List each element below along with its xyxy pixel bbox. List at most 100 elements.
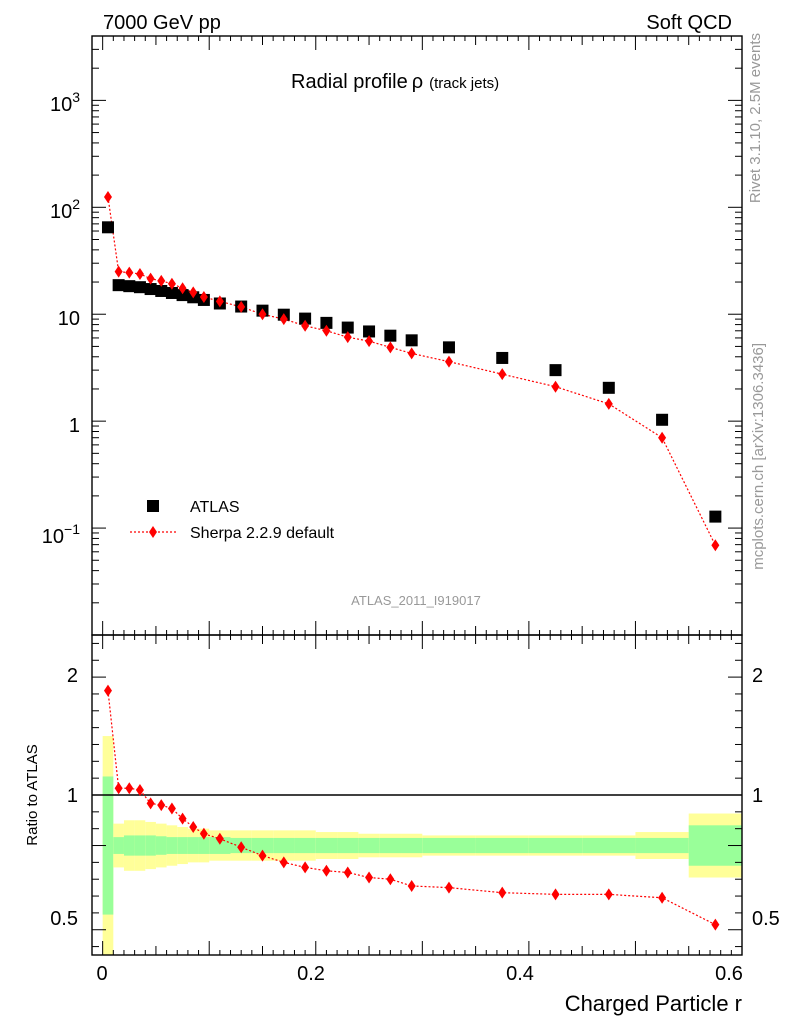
ratio-point xyxy=(215,832,224,845)
ratio-point xyxy=(237,841,246,854)
atlas-point xyxy=(602,381,615,394)
ratio-point xyxy=(125,782,134,795)
sherpa-line xyxy=(107,196,716,546)
ratio-point xyxy=(322,864,331,877)
y-tick-label-10: 10 xyxy=(58,308,80,330)
sherpa-point xyxy=(322,324,331,337)
ratio-point xyxy=(386,873,395,886)
sherpa-point xyxy=(114,265,123,278)
ratio-point xyxy=(343,866,352,879)
ratio-band-inner xyxy=(123,835,135,856)
atlas-point xyxy=(123,280,136,293)
main-y-tick-labels: 103 102 10 1 10−1 xyxy=(42,89,80,548)
atlas-point xyxy=(363,325,376,338)
ratio-point xyxy=(135,783,144,796)
ratio-point xyxy=(658,891,667,904)
ratio-band-inner xyxy=(358,837,380,854)
ratio-band-inner xyxy=(187,837,199,854)
y-tick-label-1000: 103 xyxy=(50,89,80,116)
rivet-version-label: Rivet 3.1.10, 2.5M events xyxy=(747,33,764,203)
ratio-band-inner xyxy=(475,837,529,854)
sherpa-point xyxy=(157,274,166,287)
x-tick-label-0.4: 0.4 xyxy=(506,963,534,985)
sherpa-point xyxy=(103,190,112,203)
ratio-point xyxy=(444,881,453,894)
ratio-data-series xyxy=(103,684,720,931)
ratio-band-inner xyxy=(177,837,188,854)
ratio-band-inner xyxy=(102,776,114,915)
ratio-point xyxy=(157,799,166,812)
atlas-point xyxy=(112,279,125,292)
ratio-band-inner xyxy=(379,837,402,854)
ratio-band-inner xyxy=(528,837,583,854)
ratio-point xyxy=(199,827,208,840)
analysis-label: ATLAS_2011_I919017 xyxy=(351,593,481,608)
atlas-point xyxy=(384,329,397,342)
ratio-point xyxy=(365,871,374,884)
y-tick-label-100: 102 xyxy=(50,196,80,223)
atlas-point xyxy=(165,286,178,299)
ratio-y-tick-label-0.5-right: 0.5 xyxy=(752,908,780,930)
sherpa-point xyxy=(386,341,395,354)
ratio-band-inner xyxy=(145,835,156,856)
sherpa-point xyxy=(215,295,224,308)
sherpa-point xyxy=(167,277,176,290)
mcplots-label: mcplots.cern.ch [arXiv:1306.3436] xyxy=(750,343,767,570)
atlas-point xyxy=(155,284,168,297)
ratio-point xyxy=(604,888,613,901)
ratio-point xyxy=(258,849,267,862)
atlas-point xyxy=(144,283,157,296)
ratio-band-inner xyxy=(251,837,274,854)
sherpa-point xyxy=(365,335,374,348)
atlas-point xyxy=(341,321,354,334)
header-energy: 7000 GeV pp xyxy=(103,12,221,34)
atlas-point xyxy=(299,312,312,325)
main-data-series xyxy=(101,190,722,552)
ratio-band-inner xyxy=(337,837,359,854)
ratio-y-tick-labels: 0.5 1 2 0.5 1 2 xyxy=(50,665,780,930)
sherpa-point xyxy=(407,347,416,360)
axis-ticks xyxy=(92,35,743,955)
ratio-point xyxy=(146,797,155,810)
legend-label-atlas: ATLAS xyxy=(190,499,240,516)
atlas-point xyxy=(101,221,114,234)
ratio-point xyxy=(551,888,560,901)
sherpa-point xyxy=(146,272,155,285)
ratio-line xyxy=(107,690,716,926)
ratio-y-tick-label-0.5-left: 0.5 xyxy=(50,908,78,930)
ratio-band-inner xyxy=(635,837,689,854)
ratio-band-inner xyxy=(294,837,316,854)
atlas-point xyxy=(133,281,146,294)
sherpa-point xyxy=(237,300,246,313)
ratio-point xyxy=(103,684,112,697)
x-tick-label-0.2: 0.2 xyxy=(297,963,325,985)
ratio-band-inner xyxy=(422,837,476,854)
ratio-uncertainty-bands xyxy=(102,736,742,955)
sherpa-point xyxy=(343,331,352,344)
ratio-point xyxy=(301,861,310,874)
ratio-point xyxy=(189,821,198,833)
ratio-band-inner xyxy=(155,836,167,855)
legend: ATLAS Sherpa 2.2.9 default xyxy=(130,499,335,542)
x-tick-label-0: 0 xyxy=(96,963,107,985)
main-title: Radial profile ρ (track jets) xyxy=(291,71,499,93)
sherpa-point xyxy=(498,368,507,381)
ratio-band-inner xyxy=(401,837,423,854)
legend-marker-sherpa xyxy=(149,526,157,538)
atlas-point xyxy=(320,316,333,329)
sherpa-point xyxy=(189,286,198,299)
ratio-point xyxy=(498,886,507,899)
ratio-band-inner xyxy=(273,837,295,854)
ratio-point xyxy=(178,812,187,825)
ratio-y-tick-label-2-right: 2 xyxy=(752,665,763,687)
sherpa-point xyxy=(551,380,560,393)
y-tick-label-1: 1 xyxy=(69,415,80,437)
ratio-band-inner xyxy=(582,837,636,854)
ratio-point xyxy=(407,879,416,892)
atlas-point xyxy=(549,364,562,377)
ratio-band-inner xyxy=(209,837,231,854)
atlas-point xyxy=(709,510,722,523)
ratio-band-inner xyxy=(315,837,338,854)
sherpa-point xyxy=(711,539,720,552)
